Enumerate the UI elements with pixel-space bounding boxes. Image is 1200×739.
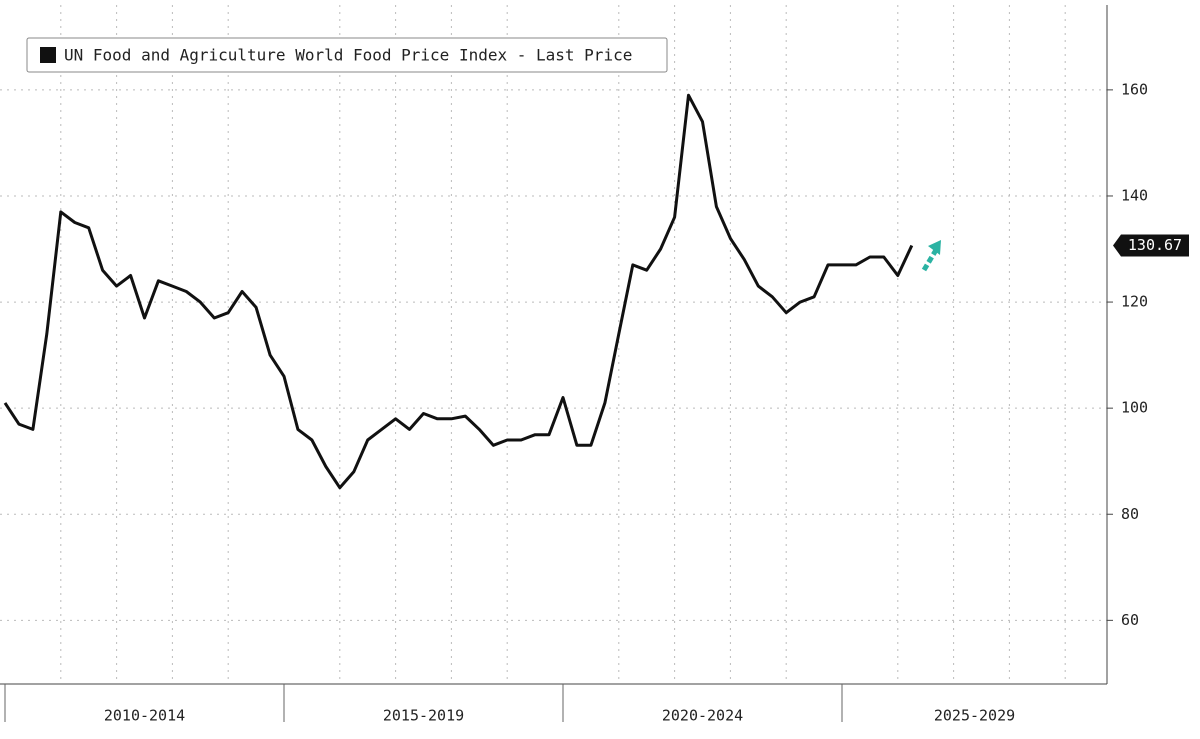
series-line	[3, 93, 914, 490]
y-tick-label: 60	[1121, 611, 1139, 629]
x-tick-label: 2010-2014	[104, 707, 185, 725]
y-tick-label: 100	[1121, 399, 1148, 417]
y-tick-label: 80	[1121, 505, 1139, 523]
x-tick-label: 2025-2029	[934, 707, 1015, 725]
arrow	[921, 240, 941, 272]
legend-label: UN Food and Agriculture World Food Price…	[64, 46, 632, 65]
y-tick-label: 160	[1121, 80, 1148, 98]
last-value-label: 130.67	[1128, 236, 1182, 254]
x-tick-label: 2015-2019	[383, 707, 464, 725]
grid	[0, 5, 1107, 684]
last-value-tag	[1113, 234, 1189, 257]
legend-box	[26, 37, 668, 73]
x-tick-label: 2020-2024	[662, 707, 743, 725]
y-tick-label: 120	[1121, 293, 1148, 311]
legend-swatch	[40, 47, 56, 63]
y-tick-label: 140	[1121, 186, 1148, 204]
